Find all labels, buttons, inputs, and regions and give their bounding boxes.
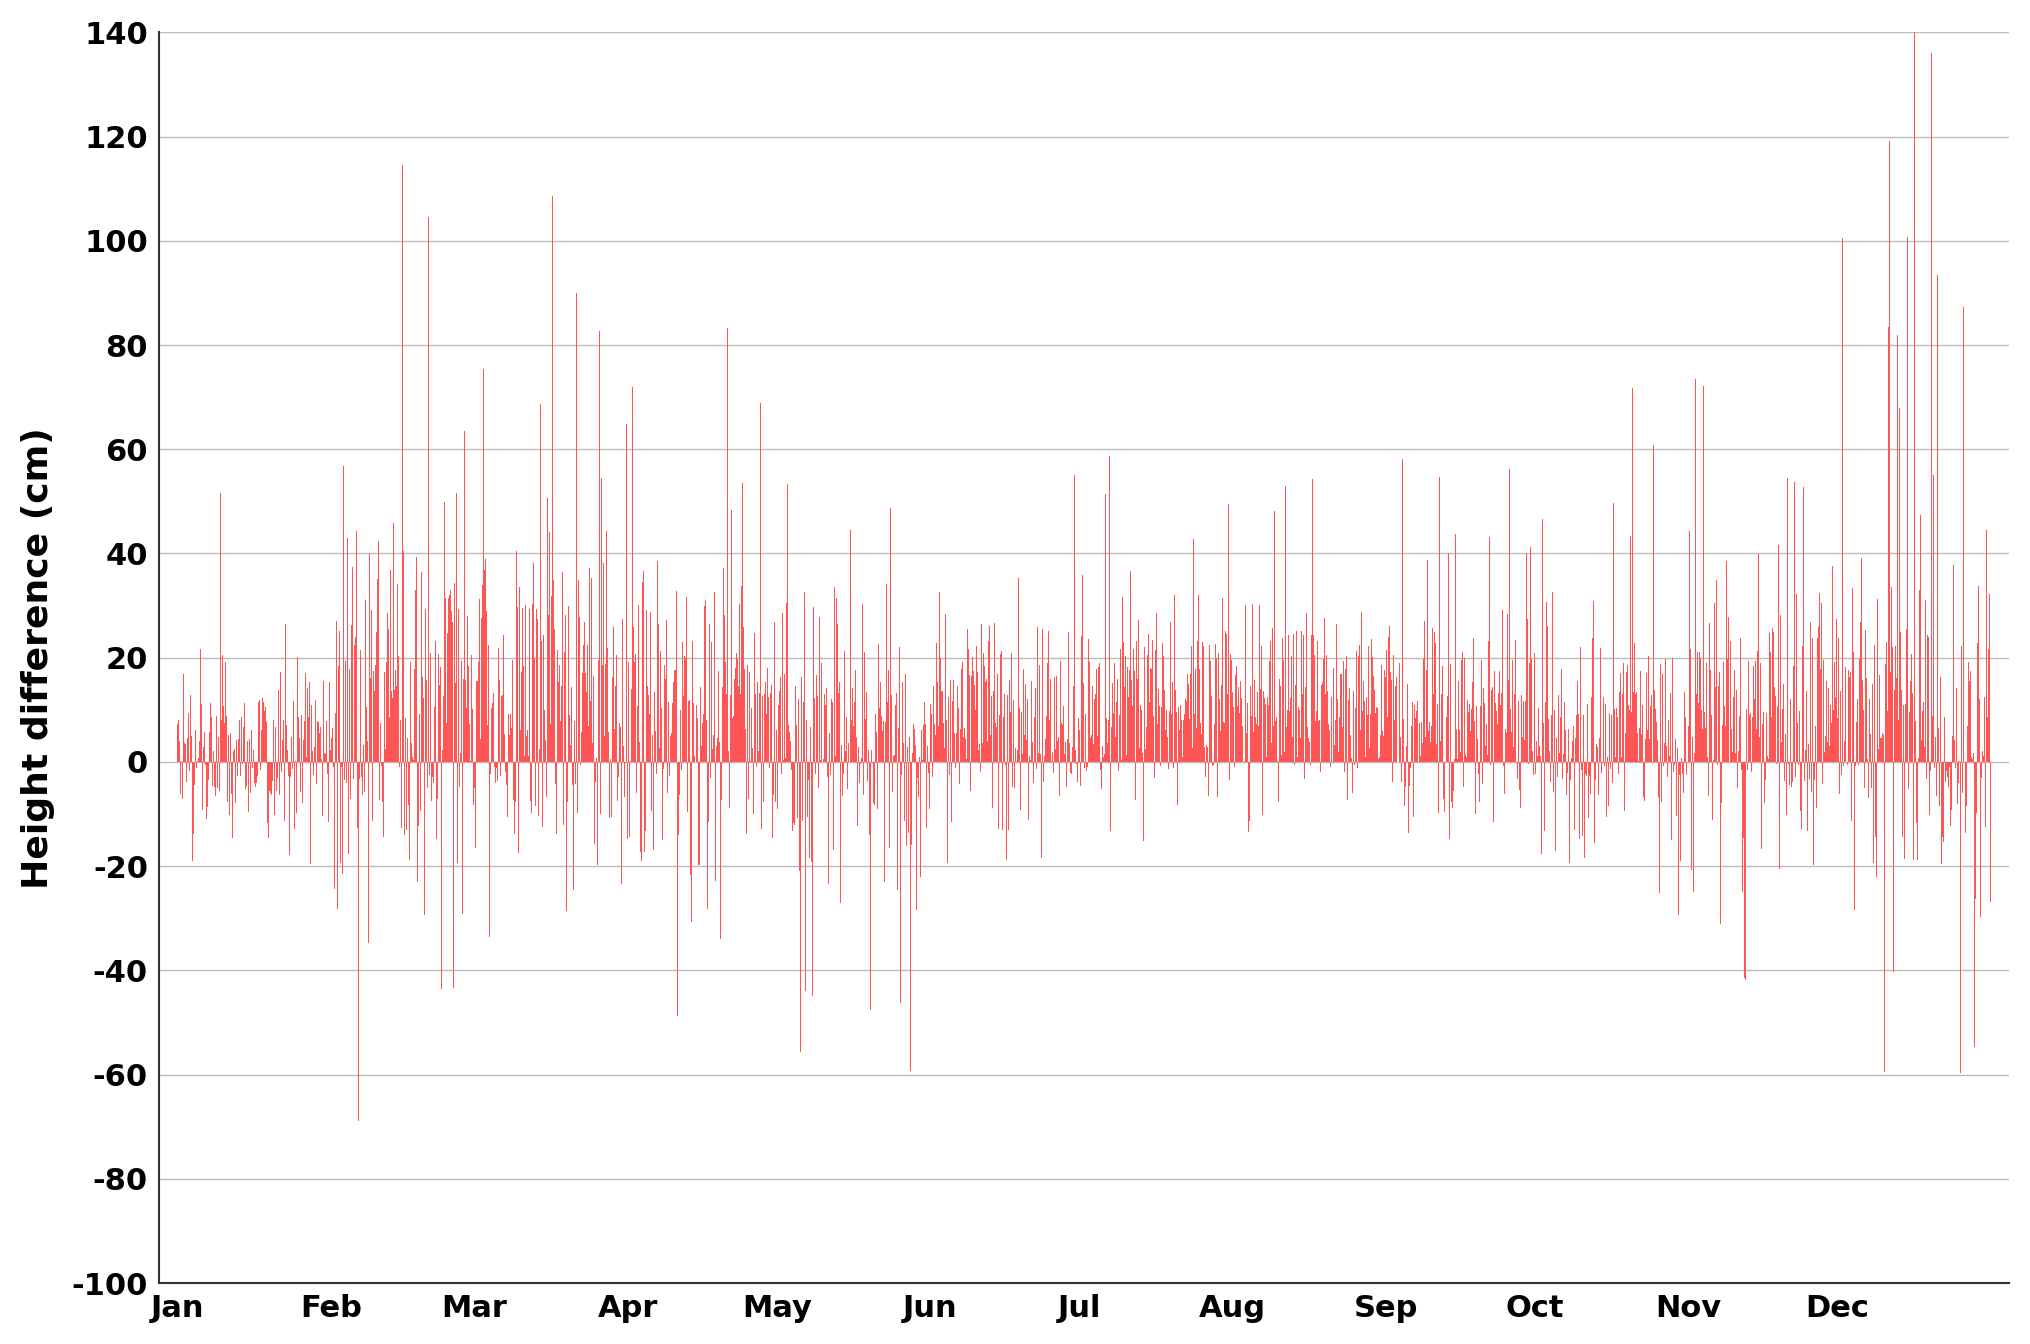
Y-axis label: Height difference (cm): Height difference (cm) (20, 427, 55, 888)
